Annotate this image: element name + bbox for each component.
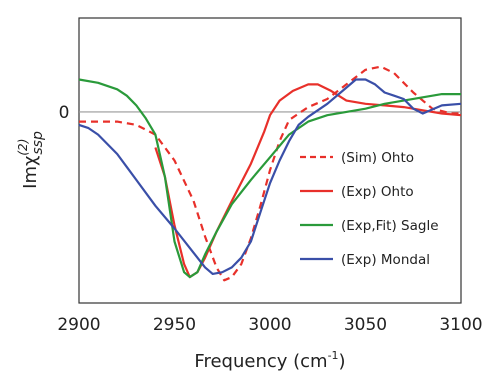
legend-label-2: (Exp,Fit) Sagle [341,218,439,234]
series-layer [78,65,462,282]
x-tick-label: 2950 [153,315,196,335]
legend-label-0: (Sim) Ohto [341,150,414,166]
y-tick-label-zero: 0 [59,103,70,123]
x-axis-ticks: 2900 2950 3000 3050 3100 [57,315,482,335]
series-line-1 [154,83,462,279]
x-tick-label: 3050 [344,315,387,335]
legend-label-3: (Exp) Mondal [341,252,430,268]
x-axis-title: Frequency (cm-1) [194,349,345,371]
legend: (Sim) Ohto (Exp) Ohto (Exp,Fit) Sagle (Exp)… [300,150,439,268]
x-tick-label: 2900 [57,315,100,335]
series-line-2 [78,78,461,279]
y-axis-title: Imχ(2)ssp [16,131,46,189]
legend-label-1: (Exp) Ohto [341,184,414,200]
series-line-3 [78,78,462,275]
x-tick-label: 3000 [248,315,291,335]
plot-frame [78,17,462,304]
x-tick-label: 3100 [439,315,482,335]
series-line-0 [79,65,461,282]
